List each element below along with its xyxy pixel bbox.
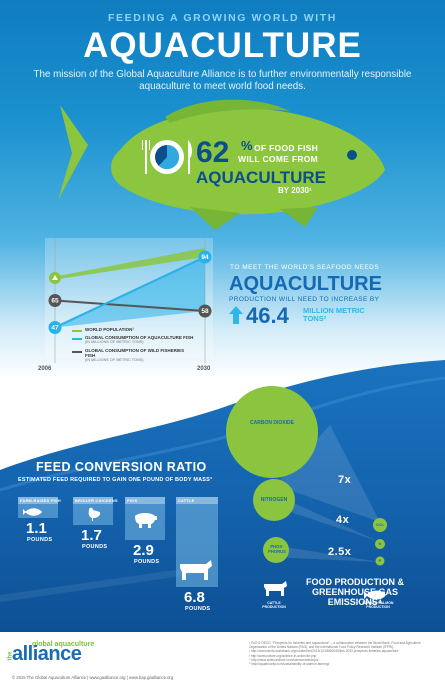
point-wild-2006 (48, 294, 62, 307)
fcr-unit: POUNDS (185, 605, 211, 612)
x-tick-2006: 2006 (38, 366, 52, 372)
fcr-card-header (176, 497, 218, 504)
p-label: P (378, 558, 382, 563)
fcr-subtitle: ESTIMATED FEED REQUIRED TO GAIN ONE POUN… (18, 477, 213, 483)
point-aqua-2006-label: 47 (51, 325, 59, 332)
fish-statistic: 62 % OF FOOD FISH WILL COME FROM AQUACUL… (196, 136, 326, 196)
increase-units: MILLION METRIC TONS² (303, 306, 365, 323)
point-aqua-2030 (198, 250, 212, 264)
mission-statement: The mission of the Global Aquaculture Al… (33, 69, 412, 92)
fcr-animal-label: BROILER CHICKENS (75, 498, 118, 503)
fcr-unit: POUNDS (27, 537, 53, 544)
logo-alliance: alliance (12, 643, 82, 665)
n-small-circle (375, 539, 385, 549)
cattle-caption: CATTLE PRODUCTION (262, 601, 286, 609)
fcr-value: 6.8 (184, 588, 205, 606)
seafood-production-text: PRODUCTION WILL NEED TO INCREASE BY (229, 296, 380, 303)
co2-small-circle (373, 518, 387, 532)
fcr-animal-label: FARM-RAISED FISH (20, 498, 61, 503)
salmon-icon (364, 590, 386, 600)
salmon-caption: FARMED SALMON PRODUCTION (362, 601, 394, 609)
x-tick-2030: 2030 (197, 366, 211, 372)
fcr-unit: POUNDS (82, 544, 108, 551)
fcr-unit: POUNDS (134, 558, 160, 565)
cattle-icon (264, 581, 287, 596)
emissions-title: FOOD PRODUCTION & GREENHOUSE GAS EMISSIO… (306, 577, 404, 607)
nitrogen-circle (253, 479, 295, 521)
point-wild-2030-label: 58 (201, 308, 209, 315)
legend-swatch-blue (72, 338, 82, 340)
legend-item-aquaculture: GLOBAL CONSUMPTION OF AQUACULTURE FISH (I… (72, 335, 195, 345)
chart-legend: WORLD POPULATION¹ GLOBAL CONSUMPTION OF … (72, 327, 195, 366)
population-band (55, 248, 205, 280)
fish-illustration (58, 99, 385, 230)
fish-icon (23, 508, 42, 516)
increase-value: 46.4 (246, 303, 289, 328)
pig-icon (135, 513, 157, 528)
ratio-nitrogen: 4x (336, 514, 350, 526)
references: ¹ FAO & OECD. "Prospects for fisheries a… (249, 641, 435, 666)
legend-label: GLOBAL CONSUMPTION OF AQUACULTURE FISH (85, 335, 194, 340)
footer: global aquaculture the alliance © 2015 T… (0, 632, 445, 689)
legend-label: GLOBAL CONSUMPTION OF WILD FISHERIES FIS… (85, 348, 185, 358)
reference-item: ⁵ http://aquabounty.com/sustainability-o… (249, 662, 330, 667)
ratio-phosphorus: 2.5x (328, 546, 352, 558)
fcr-title: FEED CONVERSION RATIO (36, 460, 207, 474)
header-kicker: FEEDING A GROWING WORLD WITH (108, 12, 337, 24)
legend-swatch-green (72, 330, 82, 332)
chicken-icon (88, 507, 101, 521)
n-label: N (378, 541, 382, 546)
legend-item-population: WORLD POPULATION¹ (72, 327, 195, 332)
fish-percent: 62 (196, 136, 230, 169)
nitrogen-label: NITROGEN (260, 497, 288, 503)
carbon-label: CARBON DIOXIDE (250, 420, 294, 426)
reference-item: ² http://documents.worldbank.org/curated… (249, 649, 399, 654)
up-arrow-icon (229, 306, 243, 324)
fcr-card-header (18, 497, 58, 504)
legend-unit: (IN MILLIONS OF METRIC TONS) (85, 340, 144, 344)
point-aqua-2030-label: 94 (201, 254, 209, 261)
legend-item-wild: GLOBAL CONSUMPTION OF WILD FISHERIES FIS… (72, 348, 195, 363)
wild-fish-line (54, 299, 206, 312)
fcr-value: 2.9 (133, 541, 154, 559)
point-wild-2006-label: 65 (51, 298, 59, 305)
copyright: © 2015 The Global Aquaculture Alliance |… (12, 675, 174, 680)
reference-item: ³ http://www.nature.org/science-in-actio… (249, 653, 317, 658)
point-wild-2030 (198, 304, 212, 318)
fcr-animal-label: CATTLE (178, 498, 195, 503)
co2-label: CO₂ (376, 522, 384, 527)
fish-line-4: BY 2030¹ (278, 186, 312, 195)
cow-icon (180, 560, 212, 580)
phosphorus-label: PHOS- PHORUS (268, 544, 286, 554)
legend-label: WORLD POPULATION¹ (85, 327, 134, 332)
point-aqua-2006 (48, 321, 62, 334)
emissions-diagram (226, 386, 387, 566)
fish-line-3: AQUACULTURE (196, 168, 327, 187)
fish-line-1: OF FOOD FISH (254, 143, 319, 153)
fish-percent-symbol: % (241, 138, 253, 153)
seafood-intro: TO MEET THE WORLD'S SEAFOOD NEEDS (230, 264, 380, 271)
plate-pie-icon (150, 140, 184, 174)
carbon-circle (226, 386, 318, 478)
fcr-value: 1.1 (26, 520, 47, 538)
reference-item: ¹ FAO & OECD. "Prospects for fisheries a… (249, 641, 421, 650)
p-small-circle (375, 556, 385, 566)
fcr-value: 1.7 (81, 527, 102, 545)
fcr-card-header (125, 497, 165, 504)
fcr-animal-label: PIGS (127, 498, 138, 503)
logo-top-text: global aquaculture (32, 641, 95, 648)
ratio-carbon: 7x (338, 474, 352, 486)
seafood-aquaculture-word: AQUACULTURE (229, 273, 382, 295)
legend-swatch-gray (72, 351, 82, 353)
phosphorus-circle (263, 537, 289, 563)
fcr-card-header (73, 497, 113, 504)
legend-unit: (IN MILLIONS OF METRIC TONS) (85, 358, 144, 362)
population-triangle-icon (52, 275, 58, 280)
fish-line-2: WILL COME FROM (238, 154, 319, 164)
page-title: AQUACULTURE (83, 26, 362, 65)
aquaculture-line (54, 256, 206, 329)
reference-item: ⁴ http://www.sciencedirect.com/science/a… (249, 657, 322, 662)
